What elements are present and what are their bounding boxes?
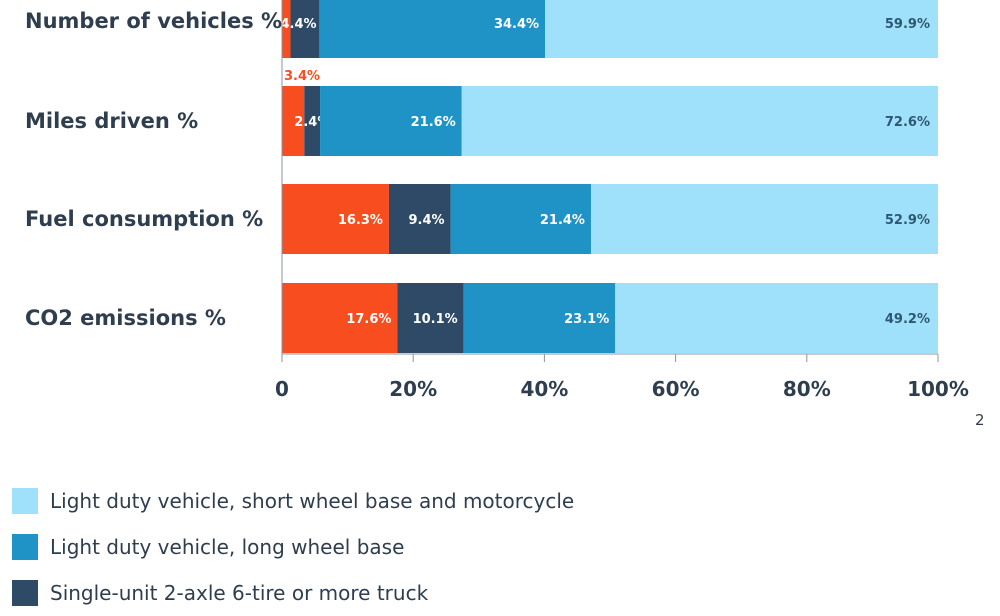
data-label: 34.4%	[494, 17, 539, 32]
legend-item-single-unit-truck: Single-unit 2-axle 6-tire or more truck	[12, 570, 574, 616]
bar-segment	[461, 86, 938, 156]
data-label: 59.9%	[885, 17, 930, 32]
legend-item-long-wheel-base: Light duty vehicle, long wheel base	[12, 524, 574, 570]
bar-segment	[320, 86, 462, 156]
data-label: 16.3%	[338, 213, 383, 228]
data-label: 10.1%	[413, 312, 458, 327]
bar-segment	[290, 0, 320, 58]
x-tick-label: 40%	[520, 377, 568, 401]
legend-swatch	[12, 534, 38, 560]
bar-segment	[282, 283, 398, 353]
data-label: 23.1%	[564, 312, 609, 327]
bar-segment	[463, 283, 616, 353]
data-label: 21.4%	[540, 213, 585, 228]
x-tick-label: 20%	[389, 377, 437, 401]
legend-label: Light duty vehicle, short wheel base and…	[50, 489, 575, 513]
bar-segment	[304, 86, 321, 156]
legend-label: Light duty vehicle, long wheel base	[50, 535, 405, 559]
data-label: 4.4%	[281, 17, 317, 32]
data-label: 17.6%	[346, 312, 391, 327]
bar-segment	[545, 0, 938, 58]
legend-swatch	[12, 580, 38, 606]
stacked-bar-chart: 4.4% 34.4% 59.9%3.4%2.4% 21.6% 72.6%16.3% 9.4…	[25, 0, 969, 401]
legend-item-short-wheel-base: Light duty vehicle, short wheel base and…	[12, 478, 574, 524]
x-tick-label: 80%	[783, 377, 831, 401]
bar-segment	[282, 184, 389, 254]
category-labels: Number of vehicles % Miles driven % Fuel c…	[25, 9, 282, 330]
x-tick-label: 60%	[652, 377, 700, 401]
bar-segment	[319, 0, 546, 58]
legend: Light duty vehicle, short wheel base and…	[12, 478, 574, 616]
data-label: 52.9%	[885, 213, 930, 228]
category-label: Number of vehicles %	[25, 9, 282, 33]
x-tick-label: 100%	[907, 377, 969, 401]
data-label: 3.4%	[284, 69, 320, 84]
data-label: 21.6%	[411, 115, 456, 130]
x-axis: 0 20% 40% 60% 80% 100%	[275, 0, 969, 401]
bar-segment	[282, 86, 305, 156]
bar-segment	[397, 283, 464, 353]
legend-swatch	[12, 488, 38, 514]
category-label: Fuel consumption %	[25, 207, 263, 231]
bar-segment	[282, 0, 291, 58]
bar-segment	[615, 283, 938, 353]
bars-layer: 4.4% 34.4% 59.9%3.4%2.4% 21.6% 72.6%16.3% 9.4…	[281, 0, 938, 353]
category-label: Miles driven %	[25, 109, 198, 133]
data-label: 49.2%	[885, 312, 930, 327]
category-label: CO2 emissions %	[25, 306, 226, 330]
x-tick-label: 0	[275, 377, 289, 401]
bar-segment	[590, 184, 938, 254]
data-label: 9.4%	[409, 213, 445, 228]
legend-label: Single-unit 2-axle 6-tire or more truck	[50, 581, 429, 605]
bar-segment	[388, 184, 451, 254]
bar-segment	[450, 184, 591, 254]
data-label: 72.6%	[885, 115, 930, 130]
page-number: 2	[975, 411, 985, 429]
